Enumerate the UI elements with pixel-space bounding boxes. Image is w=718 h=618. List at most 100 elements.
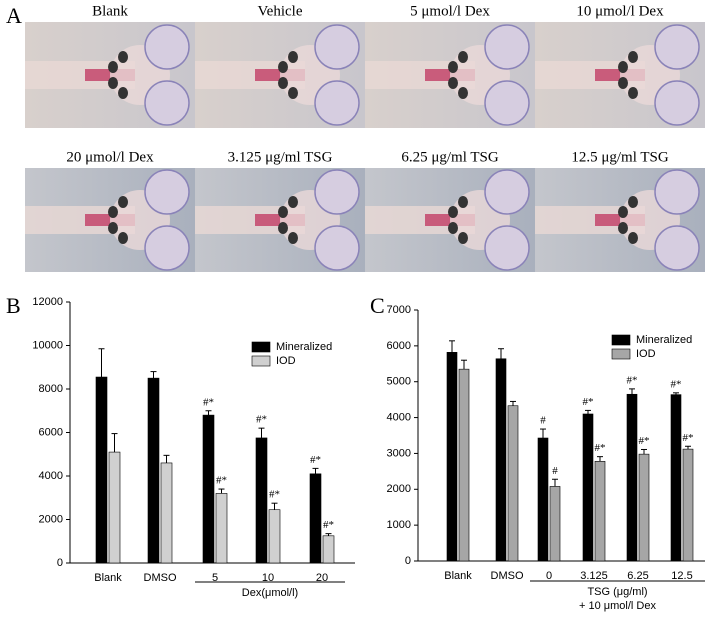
- otolith: [278, 61, 288, 73]
- bar: [446, 352, 458, 562]
- otolith: [628, 232, 638, 244]
- eye: [484, 169, 530, 215]
- eye: [144, 80, 190, 126]
- otolith: [448, 222, 458, 234]
- significance-marker: #: [540, 415, 546, 427]
- bar: [95, 376, 108, 564]
- eye: [654, 225, 700, 271]
- bar: [495, 358, 507, 562]
- y-tick-label: 0: [57, 557, 63, 569]
- significance-marker: #*: [269, 489, 280, 501]
- x-tick-label: 10: [262, 572, 274, 584]
- legend-swatch: [611, 348, 631, 360]
- otolith: [628, 51, 638, 63]
- panel-label: A: [6, 3, 22, 28]
- x-tick-label: 20: [316, 572, 328, 584]
- bar: [160, 462, 173, 564]
- eye: [654, 80, 700, 126]
- error-bar: [498, 348, 504, 359]
- bar: [594, 461, 606, 562]
- significance-marker: #*: [256, 414, 267, 426]
- significance-marker: #*: [310, 454, 321, 466]
- significance-marker: #*: [203, 396, 214, 408]
- larva-photo: [535, 22, 705, 128]
- bar: [322, 535, 335, 564]
- bar: [670, 394, 682, 562]
- error-bar: [673, 392, 679, 395]
- otolith: [108, 206, 118, 218]
- error-bar: [325, 533, 332, 536]
- error-bar: [629, 388, 635, 395]
- image-label: 12.5 μg/ml TSG: [571, 149, 669, 165]
- otolith: [118, 196, 128, 208]
- error-bar: [597, 456, 603, 462]
- otolith: [458, 196, 468, 208]
- x-tick-label: 12.5: [671, 570, 692, 582]
- error-bar: [552, 478, 558, 487]
- group-label: + 10 μmol/l Dex: [579, 600, 656, 612]
- otolith: [628, 87, 638, 99]
- bar: [215, 493, 228, 564]
- group-label: Dex(μmol/l): [242, 587, 298, 599]
- y-tick-label: 7000: [387, 304, 411, 316]
- eye: [484, 80, 530, 126]
- error-bar: [685, 445, 691, 450]
- otolith: [448, 206, 458, 218]
- error-bar: [205, 410, 212, 416]
- eye: [654, 24, 700, 70]
- group-label: TSG (μg/ml): [587, 586, 647, 598]
- eye: [484, 225, 530, 271]
- eye: [314, 24, 360, 70]
- larva-photo: [25, 168, 195, 272]
- otolith: [458, 51, 468, 63]
- error-bar: [461, 359, 467, 370]
- otolith: [288, 87, 298, 99]
- legend-label: Mineralized: [276, 341, 332, 353]
- bar: [147, 377, 160, 564]
- y-tick-label: 2000: [39, 513, 63, 525]
- x-tick-label: 3.125: [580, 570, 608, 582]
- bar: [626, 393, 638, 562]
- panel-a: A: [6, 3, 22, 28]
- image-label: Blank: [92, 3, 128, 19]
- otolith: [118, 232, 128, 244]
- otolith: [278, 77, 288, 89]
- y-tick-label: 8000: [39, 383, 63, 395]
- y-tick-label: 4000: [39, 470, 63, 482]
- error-bar: [312, 467, 319, 474]
- significance-marker: #*: [323, 519, 334, 531]
- significance-marker: #*: [583, 396, 594, 408]
- x-tick-label: 6.25: [627, 570, 648, 582]
- y-tick-label: 10000: [32, 339, 63, 351]
- y-tick-label: 3000: [387, 447, 411, 459]
- image-label: 5 μmol/l Dex: [410, 3, 490, 19]
- error-bar: [510, 400, 516, 406]
- otolith: [448, 77, 458, 89]
- bar: [507, 405, 519, 562]
- image-label: 20 μmol/l Dex: [66, 149, 154, 165]
- bar: [458, 368, 470, 562]
- otolith: [108, 61, 118, 73]
- bar: [682, 448, 694, 562]
- error-bar: [258, 427, 265, 438]
- otolith: [288, 196, 298, 208]
- y-tick-label: 0: [405, 555, 411, 567]
- x-tick-label: DMSO: [491, 570, 524, 582]
- legend-swatch: [611, 334, 631, 346]
- otolith: [288, 232, 298, 244]
- eye: [144, 169, 190, 215]
- significance-marker: #*: [683, 432, 694, 444]
- image-label: 10 μmol/l Dex: [576, 3, 664, 19]
- legend-label: IOD: [636, 348, 656, 360]
- otolith: [458, 87, 468, 99]
- image-label: Vehicle: [258, 3, 303, 19]
- otolith: [618, 222, 628, 234]
- bar: [638, 453, 650, 562]
- y-tick-label: 4000: [387, 411, 411, 423]
- larva-photo: [195, 168, 365, 272]
- legend-swatch: [251, 355, 271, 367]
- otolith: [618, 77, 628, 89]
- error-bar: [641, 448, 647, 455]
- significance-marker: #*: [216, 475, 227, 487]
